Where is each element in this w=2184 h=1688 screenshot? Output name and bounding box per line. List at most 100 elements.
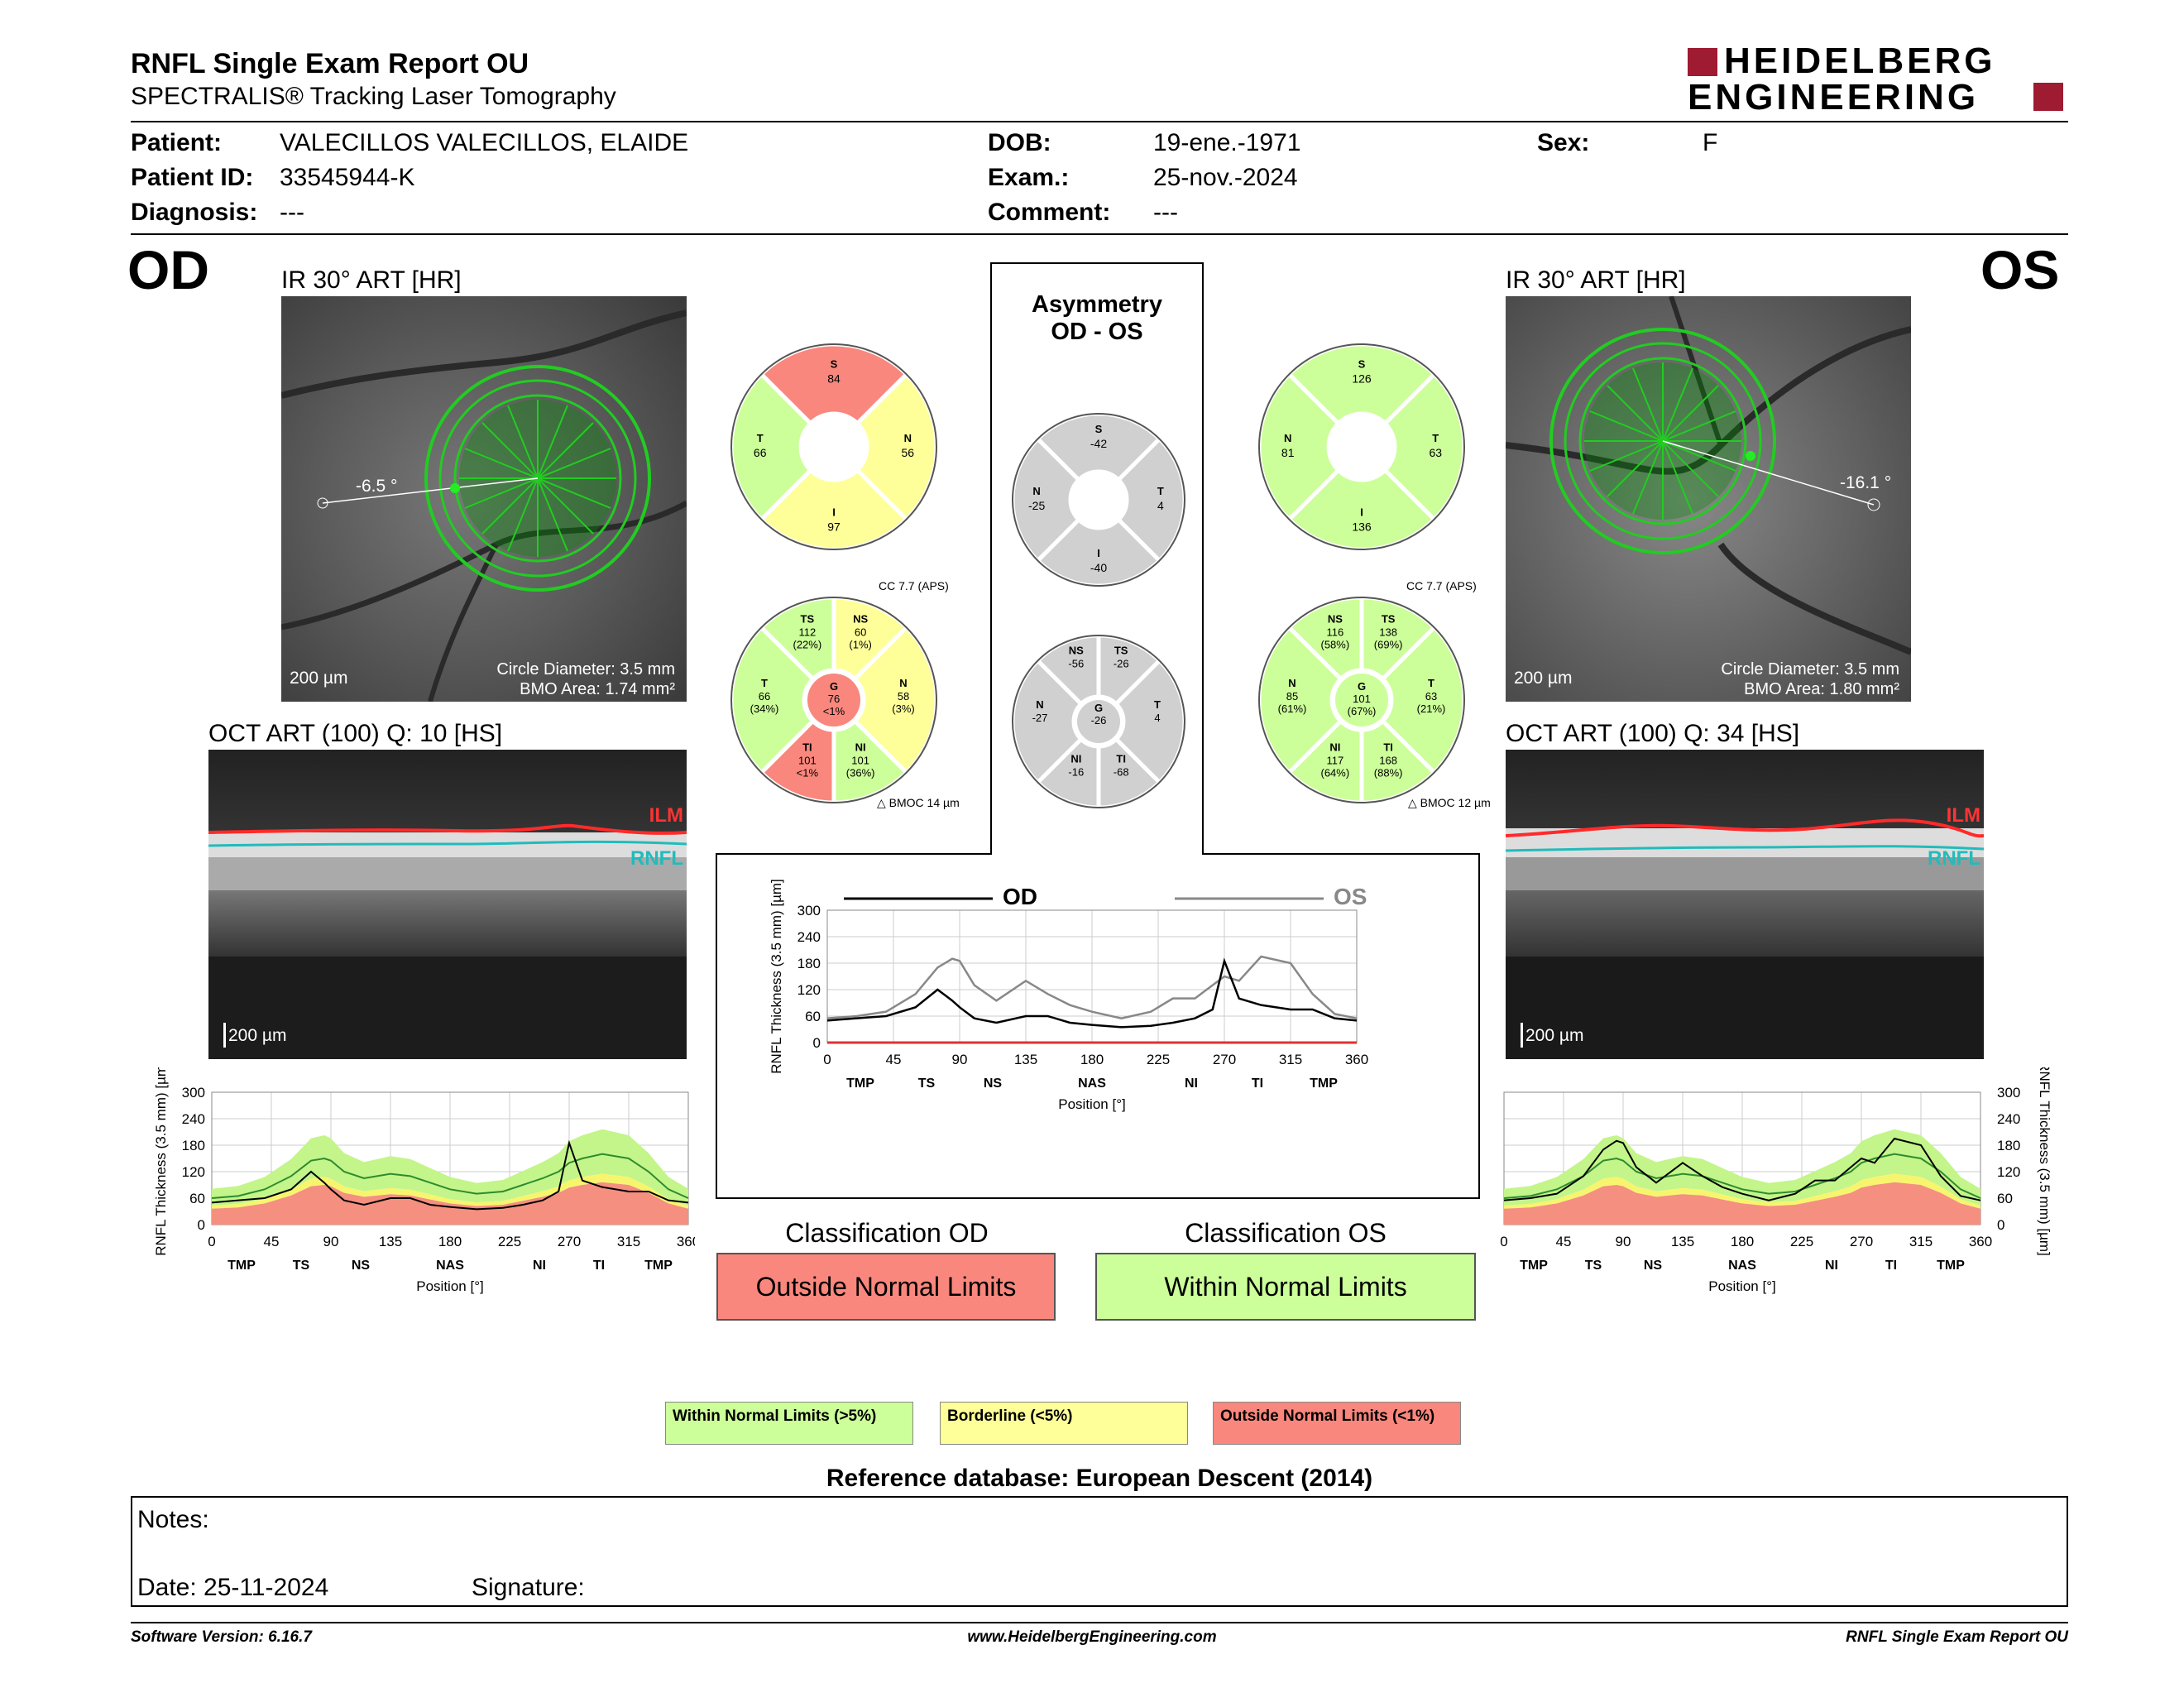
os-chart-ytick: 120	[1997, 1164, 2020, 1180]
od-sector6-pct-N: (3%)	[892, 703, 914, 715]
od-sector6-value-N: 58	[898, 690, 909, 703]
os-sector6-pct-T: (21%)	[1417, 703, 1446, 715]
asym-sector6-label-NS: NS	[1069, 644, 1084, 656]
asym-sector6-sector-G	[1077, 700, 1120, 743]
od-sector4-value-I: 97	[827, 520, 841, 533]
od-sector4-label-T: T	[757, 432, 764, 444]
asym-sector6-value-N: -27	[1032, 712, 1048, 724]
os-sector6-pct-NS: (58%)	[1321, 638, 1350, 650]
os-sector6-value-TS: 138	[1379, 626, 1397, 638]
os-oct-title: OCT ART (100) Q: 34 [HS]	[1506, 720, 1800, 747]
legend-borderline: Borderline (<5%)	[940, 1402, 1188, 1445]
os-sector6-value-T: 63	[1425, 690, 1437, 703]
legend-outside: Outside Normal Limits (<1%)	[1213, 1402, 1461, 1445]
center-chart-legend-os: OS	[1334, 884, 1367, 909]
exam-date: 25-nov.-2024	[1153, 164, 1298, 191]
footer-divider	[131, 1622, 2068, 1623]
notes-date: Date: 25-11-2024	[137, 1574, 329, 1601]
center-chart-axes: 0 60 120 180 240 300 0 45 90 135 180 225 270 315 360 TM…	[769, 879, 1368, 1112]
od-chart-xtick: 0	[208, 1234, 215, 1249]
asymmetry-title: Asymmetry OD - OS	[1032, 291, 1162, 345]
center-chart-ytick: 60	[805, 1009, 821, 1024]
asym-sector6-value-NS: -56	[1068, 657, 1084, 669]
center-chart-ylabel: RNFL Thickness (3.5 mm) [µm]	[769, 879, 784, 1074]
od-oct-image: ILM RNFL 200 µm	[208, 750, 687, 1059]
os-sector6-pct-TI: (88%)	[1374, 767, 1403, 779]
report-subtitle: SPECTRALIS® Tracking Laser Tomography	[131, 83, 616, 110]
os-chart-xtick: 135	[1671, 1234, 1694, 1249]
os-sector4-value-I: 136	[1352, 520, 1372, 533]
od-classification-result: Outside Normal Limits	[716, 1253, 1056, 1321]
od-sector6-pct-NI: (36%)	[846, 767, 875, 779]
od-chart-ytick: 300	[182, 1085, 205, 1101]
od-angle: -6.5 °	[356, 477, 398, 496]
center-chart-ytick: 0	[813, 1035, 821, 1051]
center-chart-region-label: NI	[1185, 1077, 1198, 1091]
od-sector6-label-TS: TS	[801, 612, 815, 625]
center-chart-legend-od: OD	[1003, 884, 1037, 909]
center-chart-xtick: 135	[1014, 1052, 1037, 1067]
od-chart-xtick: 360	[677, 1234, 695, 1249]
os-circle-diameter: Circle Diameter: 3.5 mm	[1721, 660, 1899, 679]
os-sector6-label-TI: TI	[1383, 741, 1393, 754]
od-chart-xtick: 315	[617, 1234, 640, 1249]
os-oct-image: ILM RNFL 200 µm	[1506, 750, 1984, 1059]
notes-box[interactable]: Notes: Date: 25-11-2024 Signature:	[131, 1496, 2068, 1607]
center-rnfl-chart: 0 60 120 180 240 300 0 45 90 135 180 225 270 315 360 TM…	[769, 879, 1368, 1112]
os-chart-region-label: NAS	[1728, 1259, 1756, 1273]
od-sector4-value-S: 84	[827, 372, 841, 386]
os-label: OS	[1980, 239, 2060, 300]
os-chart-xtick: 315	[1909, 1234, 1933, 1249]
od-rnfl-label: RNFL	[630, 847, 683, 870]
center-chart-ytick: 120	[797, 982, 821, 998]
od-cc-label: CC 7.7 (APS)	[879, 579, 949, 592]
od-label: OD	[127, 239, 209, 300]
asym-sector6-label-TS: TS	[1114, 644, 1128, 656]
asym-sector4-label-S: S	[1095, 423, 1103, 435]
sex: F	[1703, 129, 1718, 156]
od-chart-ylabel: RNFL Thickness (3.5 mm) [µm]	[153, 1067, 169, 1256]
od-sector4-label-S: S	[831, 358, 838, 371]
od-sector6-pct-TI: <1%	[797, 767, 819, 779]
od-oct-scale: 200 µm	[228, 1026, 287, 1045]
os-classification-title: Classification OS	[1185, 1218, 1387, 1248]
od-chart-xtick: 270	[558, 1234, 581, 1249]
center-chart-xtick: 180	[1080, 1052, 1104, 1067]
center-chart-xlabel: Position [°]	[1058, 1096, 1125, 1112]
os-sector6-value-NI: 117	[1326, 755, 1343, 767]
os-sector6-label-TS: TS	[1382, 612, 1396, 625]
os-chart-ytick: 0	[1997, 1217, 2004, 1233]
center-chart-region-label: NAS	[1078, 1077, 1106, 1091]
os-sector6-pct-N: (61%)	[1278, 703, 1307, 715]
center-chart-xtick: 315	[1279, 1052, 1302, 1067]
od-sector6-label-NS: NS	[853, 612, 868, 625]
od-classification-title: Classification OD	[785, 1218, 989, 1248]
od-chart-region-label: TI	[593, 1259, 605, 1273]
os-sector6-label-T: T	[1428, 677, 1434, 689]
os-bmo-area: BMO Area: 1.80 mm²	[1744, 680, 1899, 698]
od-sector6: TS112(22%)NS60(1%)N58(3%)NI101(36%)TI101…	[729, 595, 939, 805]
os-chart-mean-line	[1503, 1153, 1981, 1199]
asym-sector6-label-T: T	[1154, 698, 1161, 711]
od-sector6-pct-NS: (1%)	[849, 638, 871, 650]
od-chart-region-label: TMP	[644, 1259, 673, 1273]
od-sector6-value-G: 76	[828, 693, 840, 705]
os-sector6-label-NI: NI	[1329, 741, 1340, 754]
od-sector6-value-TS: 112	[798, 626, 816, 638]
patient-id: 33545944-K	[280, 164, 415, 191]
os-oct-scale: 200 µm	[1525, 1026, 1584, 1045]
asym-sector4-label-I: I	[1097, 547, 1100, 559]
patient-divider	[131, 233, 2068, 235]
asym-sector4-value-N: -25	[1028, 499, 1045, 512]
od-chart-xtick: 90	[323, 1234, 339, 1249]
footer-website[interactable]: www.HeidelbergEngineering.com	[967, 1628, 1217, 1646]
os-sector6-label-G: G	[1358, 680, 1366, 693]
center-chart-region-label: TI	[1252, 1077, 1263, 1091]
os-chart-region-label: TS	[1585, 1259, 1602, 1273]
diagnosis: ---	[280, 199, 304, 226]
od-sector6-label-TI: TI	[802, 741, 812, 754]
od-chart-ytick: 120	[182, 1164, 205, 1180]
